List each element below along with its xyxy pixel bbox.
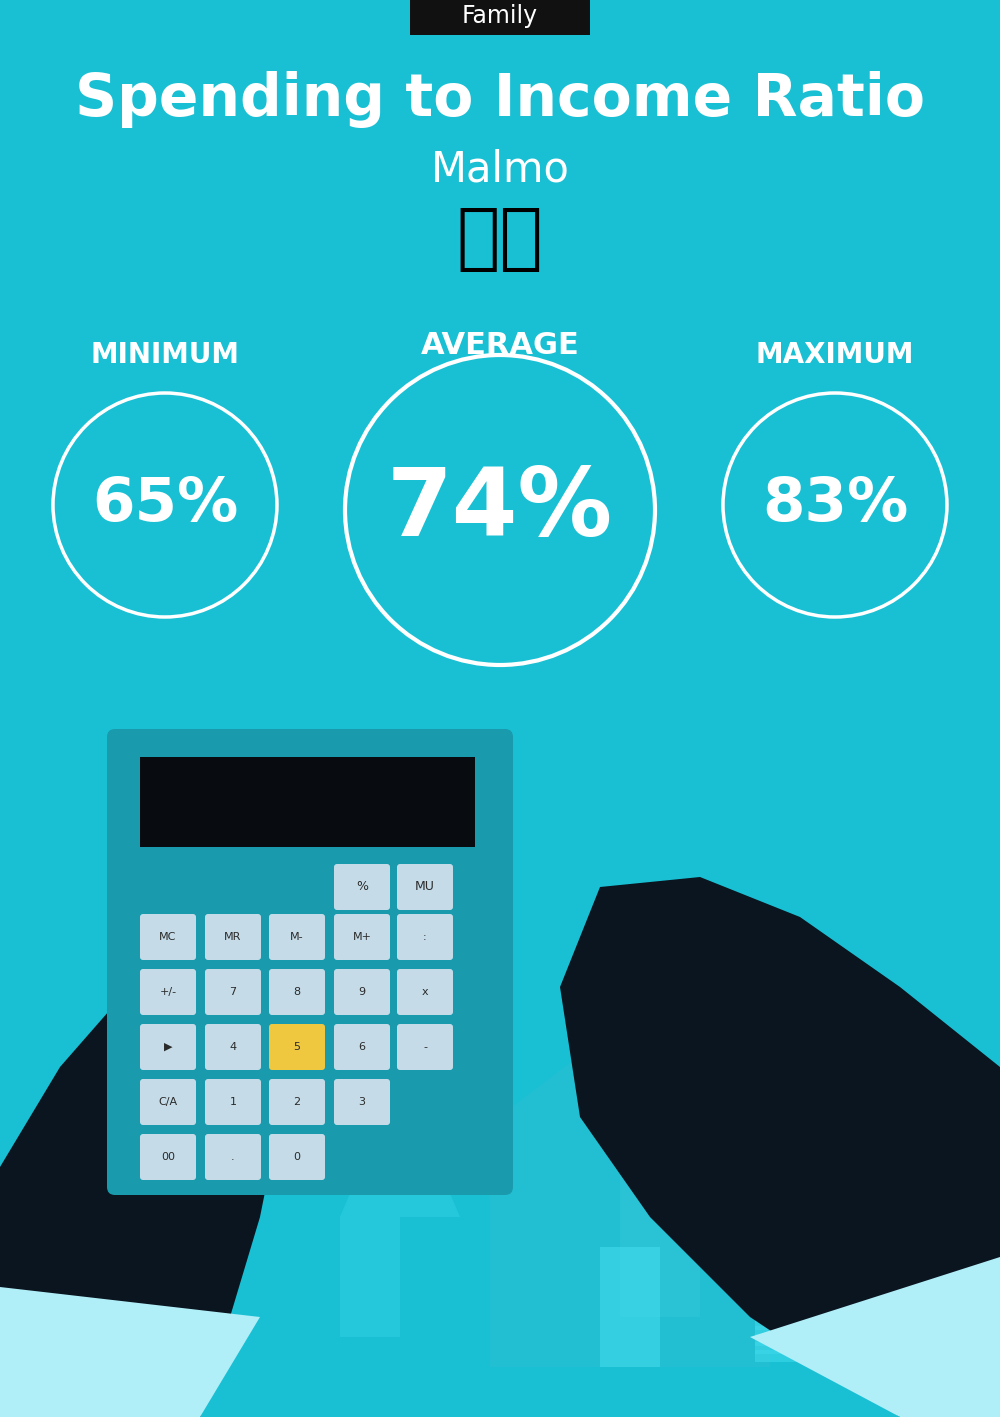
FancyBboxPatch shape — [140, 914, 196, 959]
FancyBboxPatch shape — [755, 1342, 865, 1355]
FancyBboxPatch shape — [205, 969, 261, 1015]
Text: %: % — [356, 880, 368, 894]
FancyBboxPatch shape — [754, 1182, 782, 1204]
FancyBboxPatch shape — [600, 1247, 660, 1367]
Text: 00: 00 — [161, 1152, 175, 1162]
Text: MU: MU — [415, 880, 435, 894]
FancyBboxPatch shape — [269, 1024, 325, 1070]
Circle shape — [790, 1197, 970, 1377]
Text: C/A: C/A — [158, 1097, 178, 1107]
Text: $: $ — [860, 1264, 900, 1321]
FancyBboxPatch shape — [755, 1318, 865, 1331]
Polygon shape — [750, 1257, 1000, 1417]
Polygon shape — [0, 1287, 260, 1417]
Text: x: x — [422, 988, 428, 998]
Text: .: . — [231, 1152, 235, 1162]
FancyBboxPatch shape — [269, 914, 325, 959]
FancyBboxPatch shape — [334, 914, 390, 959]
Text: $: $ — [757, 1233, 779, 1261]
Polygon shape — [0, 917, 290, 1417]
FancyBboxPatch shape — [755, 1350, 865, 1362]
Text: MAXIMUM: MAXIMUM — [756, 341, 914, 368]
Text: Malmo: Malmo — [431, 149, 569, 191]
Text: 🇸🇪: 🇸🇪 — [457, 205, 543, 275]
Text: Family: Family — [462, 4, 538, 28]
FancyBboxPatch shape — [205, 914, 261, 959]
Polygon shape — [340, 1077, 460, 1338]
Text: AVERAGE: AVERAGE — [421, 330, 579, 360]
FancyBboxPatch shape — [490, 1146, 770, 1367]
Circle shape — [718, 1197, 818, 1297]
Text: 9: 9 — [358, 988, 366, 998]
FancyBboxPatch shape — [269, 969, 325, 1015]
Text: :: : — [423, 932, 427, 942]
Text: 7: 7 — [229, 988, 237, 998]
Text: 6: 6 — [358, 1041, 366, 1051]
Polygon shape — [560, 877, 1000, 1417]
Text: -: - — [423, 1041, 427, 1051]
Text: 1: 1 — [230, 1097, 237, 1107]
FancyBboxPatch shape — [140, 1134, 196, 1180]
Text: 8: 8 — [293, 988, 301, 998]
FancyBboxPatch shape — [397, 969, 453, 1015]
FancyBboxPatch shape — [107, 728, 513, 1195]
Text: Spending to Income Ratio: Spending to Income Ratio — [75, 71, 925, 129]
FancyBboxPatch shape — [397, 1024, 453, 1070]
Text: ▶: ▶ — [164, 1041, 172, 1051]
FancyBboxPatch shape — [755, 1333, 865, 1346]
FancyBboxPatch shape — [410, 0, 590, 35]
FancyBboxPatch shape — [205, 1078, 261, 1125]
FancyBboxPatch shape — [859, 1175, 901, 1209]
Text: 0: 0 — [294, 1152, 300, 1162]
Text: MINIMUM: MINIMUM — [90, 341, 240, 368]
Text: MR: MR — [224, 932, 242, 942]
FancyBboxPatch shape — [755, 1326, 865, 1338]
FancyBboxPatch shape — [140, 757, 475, 847]
Text: +/-: +/- — [159, 988, 177, 998]
Polygon shape — [460, 1017, 800, 1146]
FancyBboxPatch shape — [334, 864, 390, 910]
Text: 83%: 83% — [762, 476, 908, 534]
FancyBboxPatch shape — [269, 1078, 325, 1125]
FancyBboxPatch shape — [140, 969, 196, 1015]
Text: 2: 2 — [293, 1097, 301, 1107]
FancyBboxPatch shape — [140, 1024, 196, 1070]
FancyBboxPatch shape — [334, 1024, 390, 1070]
FancyBboxPatch shape — [334, 1078, 390, 1125]
FancyBboxPatch shape — [397, 914, 453, 959]
FancyBboxPatch shape — [205, 1134, 261, 1180]
Text: MC: MC — [159, 932, 177, 942]
FancyBboxPatch shape — [690, 1017, 725, 1087]
FancyBboxPatch shape — [397, 864, 453, 910]
Text: 5: 5 — [294, 1041, 300, 1051]
FancyBboxPatch shape — [755, 1309, 865, 1322]
Text: 65%: 65% — [92, 476, 238, 534]
Text: 74%: 74% — [387, 463, 613, 555]
Text: M-: M- — [290, 932, 304, 942]
FancyBboxPatch shape — [334, 969, 390, 1015]
Text: 3: 3 — [358, 1097, 366, 1107]
Text: M+: M+ — [352, 932, 372, 942]
FancyBboxPatch shape — [140, 1078, 196, 1125]
FancyBboxPatch shape — [205, 1024, 261, 1070]
FancyBboxPatch shape — [269, 1134, 325, 1180]
Polygon shape — [620, 937, 810, 1316]
Text: 4: 4 — [229, 1041, 237, 1051]
